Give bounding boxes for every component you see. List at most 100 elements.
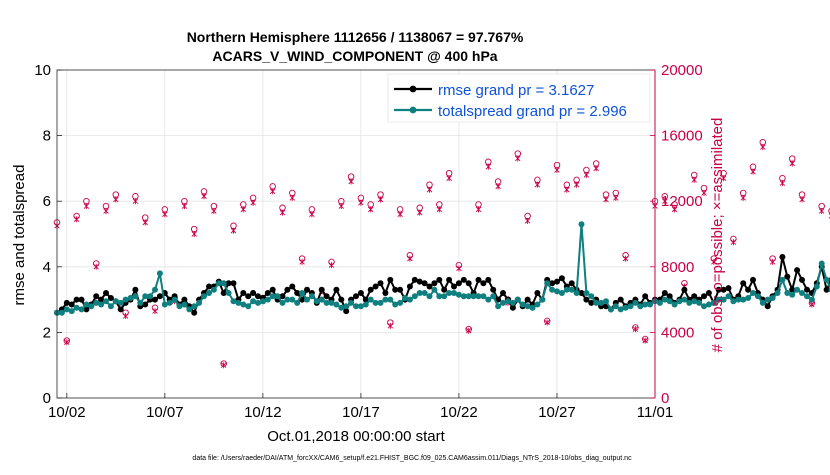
y-right-tick-label: 8000 xyxy=(661,259,694,276)
totalspread-point xyxy=(779,277,785,283)
rmse-point xyxy=(436,277,442,283)
totalspread-point xyxy=(775,290,781,296)
legend: rmse grand pr = 3.1627 totalspread grand… xyxy=(388,74,650,122)
y-right-tick-label: 4000 xyxy=(661,324,694,341)
totalspread-point xyxy=(485,297,491,303)
rmse-point xyxy=(784,274,790,280)
totalspread-point xyxy=(824,277,830,283)
totalspread-point xyxy=(530,305,536,311)
rmse-point xyxy=(765,303,771,309)
x-axis-label: Oct.01,2018 00:00:00 start xyxy=(267,428,445,445)
totalspread-point xyxy=(103,298,109,304)
totalspread-point xyxy=(770,295,776,301)
rmse-point xyxy=(382,290,388,296)
legend-rmse-marker xyxy=(410,86,417,93)
totalspread-point xyxy=(422,290,428,296)
x-tick-label: 10/27 xyxy=(538,404,576,421)
rmse-point xyxy=(373,284,379,290)
rmse-point xyxy=(304,287,310,293)
totalspread-point xyxy=(59,310,65,316)
totalspread-point xyxy=(211,287,217,293)
rmse-point xyxy=(118,306,124,312)
totalspread-point xyxy=(789,292,795,298)
totalspread-point xyxy=(632,300,638,306)
rmse-point xyxy=(319,287,325,293)
totalspread-point xyxy=(544,280,550,286)
totalspread-point xyxy=(118,300,124,306)
rmse-point xyxy=(93,293,99,299)
totalspread-point xyxy=(69,308,75,314)
totalspread-point xyxy=(397,300,403,306)
totalspread-point xyxy=(569,287,575,293)
totalspread-point xyxy=(647,302,653,308)
totalspread-point xyxy=(304,297,310,303)
totalspread-point xyxy=(657,300,663,306)
totalspread-point xyxy=(348,300,354,306)
rmse-point xyxy=(446,277,452,283)
rmse-point xyxy=(799,277,805,283)
totalspread-point xyxy=(628,303,634,309)
totalspread-point xyxy=(819,261,825,267)
rmse-point xyxy=(79,297,85,303)
totalspread-point xyxy=(368,297,374,303)
rmse-point xyxy=(451,284,457,290)
rmse-point xyxy=(431,280,437,286)
totalspread-point xyxy=(167,300,173,306)
y-axis-label-left: rmse and totalspread xyxy=(11,165,28,306)
rmse-point xyxy=(794,267,800,273)
totalspread-point xyxy=(427,293,433,299)
rmse-point xyxy=(270,287,276,293)
totalspread-point xyxy=(412,293,418,299)
totalspread-point xyxy=(137,300,143,306)
y-axis-label-right: # of obs: o=possible; ×=assimilated xyxy=(709,118,726,353)
rmse-point xyxy=(231,280,237,286)
totalspread-point xyxy=(186,306,192,312)
y-right-tick-label: 0 xyxy=(661,390,669,407)
rmse-point xyxy=(69,302,75,308)
x-tick-label: 10/17 xyxy=(342,404,380,421)
totalspread-point xyxy=(265,297,271,303)
rmse-point xyxy=(132,287,138,293)
totalspread-point xyxy=(152,287,158,293)
totalspread-point xyxy=(196,300,202,306)
totalspread-point xyxy=(441,293,447,299)
rmse-point xyxy=(500,290,506,296)
y-left-tick-label: 6 xyxy=(43,193,51,210)
x-tick-label: 10/07 xyxy=(146,404,184,421)
totalspread-point xyxy=(191,303,197,309)
totalspread-point xyxy=(603,298,609,304)
totalspread-point xyxy=(613,303,619,309)
rmse-point xyxy=(441,287,447,293)
totalspread-point xyxy=(539,297,545,303)
totalspread-point xyxy=(750,290,756,296)
totalspread-point xyxy=(608,306,614,312)
rmse-point xyxy=(745,287,751,293)
rmse-point xyxy=(461,277,467,283)
y-left-tick-label: 2 xyxy=(43,324,51,341)
rmse-point xyxy=(466,280,472,286)
totalspread-point xyxy=(579,221,585,227)
totalspread-point xyxy=(745,295,751,301)
rmse-point xyxy=(662,290,668,296)
rmse-point xyxy=(152,297,158,303)
y-right-tick-label: 12000 xyxy=(661,193,703,210)
rmse-point xyxy=(422,280,428,286)
totalspread-point xyxy=(181,302,187,308)
totalspread-point xyxy=(157,270,163,276)
rmse-point xyxy=(289,284,295,290)
totalspread-point xyxy=(309,293,315,299)
rmse-point xyxy=(191,310,197,316)
legend-spread-marker xyxy=(410,107,417,114)
totalspread-point xyxy=(147,293,153,299)
x-tick-label: 10/12 xyxy=(244,404,282,421)
totalspread-point xyxy=(726,293,732,299)
totalspread-point xyxy=(245,303,251,309)
totalspread-point xyxy=(378,300,384,306)
x-tick-label: 10/22 xyxy=(440,404,478,421)
rmse-point xyxy=(476,277,482,283)
totalspread-point xyxy=(804,293,810,299)
rmse-point xyxy=(726,285,732,291)
totalspread-point xyxy=(814,284,820,290)
rmse-point xyxy=(554,279,560,285)
rmse-point xyxy=(618,297,624,303)
